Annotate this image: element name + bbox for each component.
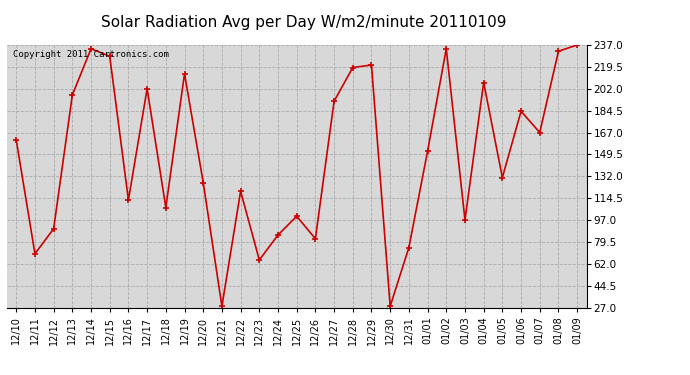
Text: Solar Radiation Avg per Day W/m2/minute 20110109: Solar Radiation Avg per Day W/m2/minute … [101, 15, 506, 30]
Text: Copyright 2011 Cartronics.com: Copyright 2011 Cartronics.com [12, 50, 168, 59]
